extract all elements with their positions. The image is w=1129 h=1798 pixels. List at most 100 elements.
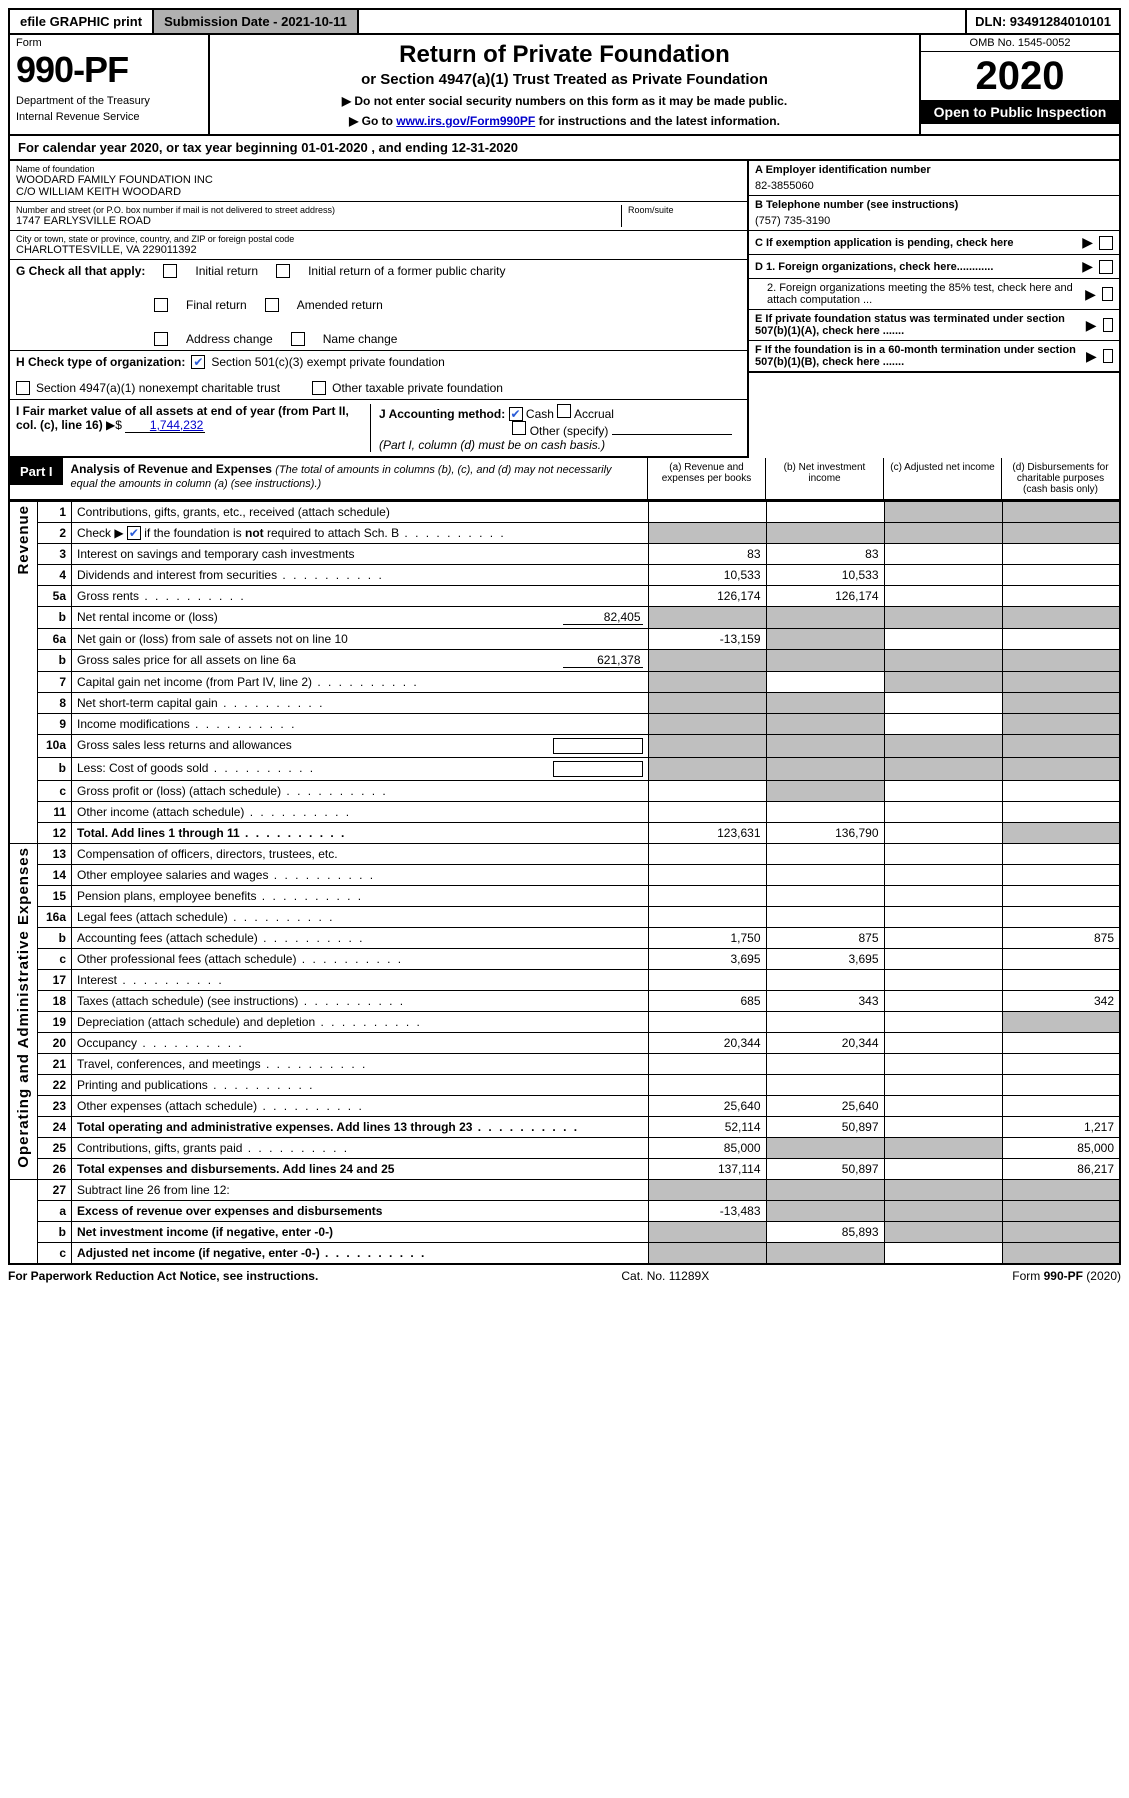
amount-cell [884,735,1002,758]
amount-cell [884,907,1002,928]
dots [257,1099,364,1113]
table-row: aExcess of revenue over expenses and dis… [9,1201,1120,1222]
amount-cell [766,865,884,886]
section-501c3-checkbox[interactable] [191,355,205,369]
address-cell: Number and street (or P.O. box number if… [10,202,747,231]
amount-cell [766,672,884,693]
other-taxable-checkbox[interactable] [312,381,326,395]
amount-cell [766,1180,884,1201]
i-j-row: I Fair market value of all assets at end… [10,400,747,458]
f-checkbox[interactable] [1103,349,1113,363]
table-row: 26Total expenses and disbursements. Add … [9,1159,1120,1180]
final-return-checkbox[interactable] [154,298,168,312]
d1-checkbox[interactable] [1099,260,1113,274]
name-change-checkbox[interactable] [291,332,305,346]
line-desc: Net investment income (if negative, ente… [72,1222,649,1243]
address-change-checkbox[interactable] [154,332,168,346]
table-row: 16aLegal fees (attach schedule) [9,907,1120,928]
amount-cell [884,1075,1002,1096]
amount-cell [884,823,1002,844]
room-label: Room/suite [628,205,741,215]
line-desc: Subtract line 26 from line 12: [72,1180,649,1201]
part1-desc: Analysis of Revenue and Expenses (The to… [63,458,647,494]
inline-box[interactable] [553,761,643,777]
g-check-row: G Check all that apply: Initial return I… [10,260,747,351]
col-d-header: (d) Disbursements for charitable purpose… [1001,458,1119,499]
line-desc: Interest [72,970,649,991]
accrual-checkbox[interactable] [557,404,571,418]
line-number: 20 [38,1033,72,1054]
line-number: 17 [38,970,72,991]
amount-cell [766,1054,884,1075]
d2-checkbox[interactable] [1102,287,1113,301]
amount-cell: 85,000 [1002,1138,1120,1159]
tax-year: 2020 [921,52,1119,100]
e-checkbox[interactable] [1103,318,1113,332]
line-number: 10a [38,735,72,758]
section-4947-checkbox[interactable] [16,381,30,395]
amount-cell [884,629,1002,650]
side-label: Revenue [15,505,32,575]
cat-no: Cat. No. 11289X [621,1269,709,1283]
ein-cell: A Employer identification number 82-3855… [749,161,1119,196]
line-number: c [38,949,72,970]
dots [472,1120,579,1134]
col-c-header: (c) Adjusted net income [883,458,1001,499]
line-number: 19 [38,1012,72,1033]
amount-cell [766,693,884,714]
dots [261,1057,368,1071]
c-checkbox[interactable] [1099,236,1113,250]
efile-print-button[interactable]: efile GRAPHIC print [10,10,154,33]
amount-cell: 875 [1002,928,1120,949]
amount-cell [766,1201,884,1222]
other-specify-line[interactable] [612,434,732,435]
financial-table: Revenue1Contributions, gifts, grants, et… [8,501,1121,1265]
cash-checkbox[interactable] [509,407,523,421]
amount-cell [1002,886,1120,907]
table-row: 17Interest [9,970,1120,991]
irs-link[interactable]: www.irs.gov/Form990PF [396,114,535,128]
dots [208,761,315,775]
amount-cell [884,1138,1002,1159]
amount-cell [766,1012,884,1033]
amount-cell [884,758,1002,781]
j-other: Other (specify) [530,424,609,438]
amount-cell [1002,565,1120,586]
phone-label: B Telephone number (see instructions) [755,199,1113,211]
amount-cell [766,735,884,758]
line-desc: Income modifications [72,714,649,735]
schedule-b-checkbox[interactable] [127,526,141,540]
other-method-checkbox[interactable] [512,421,526,435]
line-desc: Legal fees (attach schedule) [72,907,649,928]
d2-cell: 2. Foreign organizations meeting the 85%… [749,279,1119,310]
amount-cell: 52,114 [648,1117,766,1138]
amount-cell [1002,502,1120,523]
line-desc: Other professional fees (attach schedule… [72,949,649,970]
fmv-link[interactable]: 1,744,232 [125,418,205,433]
table-row: 9Income modifications [9,714,1120,735]
amount-cell [884,1033,1002,1054]
f-cell: F If the foundation is in a 60-month ter… [749,341,1119,373]
line-number: 9 [38,714,72,735]
amount-cell [766,1138,884,1159]
amended-return-checkbox[interactable] [265,298,279,312]
table-row: 23Other expenses (attach schedule)25,640… [9,1096,1120,1117]
amount-cell [1002,758,1120,781]
goto-suffix: for instructions and the latest informat… [539,114,780,128]
line-number: 1 [38,502,72,523]
amount-cell: 83 [648,544,766,565]
amount-cell [1002,544,1120,565]
paperwork-notice: For Paperwork Reduction Act Notice, see … [8,1269,318,1283]
line-number: 13 [38,844,72,865]
amount-cell [1002,672,1120,693]
inline-box[interactable] [553,738,643,754]
amount-cell [766,758,884,781]
amount-cell [884,1012,1002,1033]
line-number: 26 [38,1159,72,1180]
part1-title: Analysis of Revenue and Expenses [71,462,272,476]
table-row: cAdjusted net income (if negative, enter… [9,1243,1120,1265]
col-a-header: (a) Revenue and expenses per books [647,458,765,499]
initial-return-checkbox[interactable] [163,264,177,278]
amount-cell: 126,174 [766,586,884,607]
initial-return-former-checkbox[interactable] [276,264,290,278]
